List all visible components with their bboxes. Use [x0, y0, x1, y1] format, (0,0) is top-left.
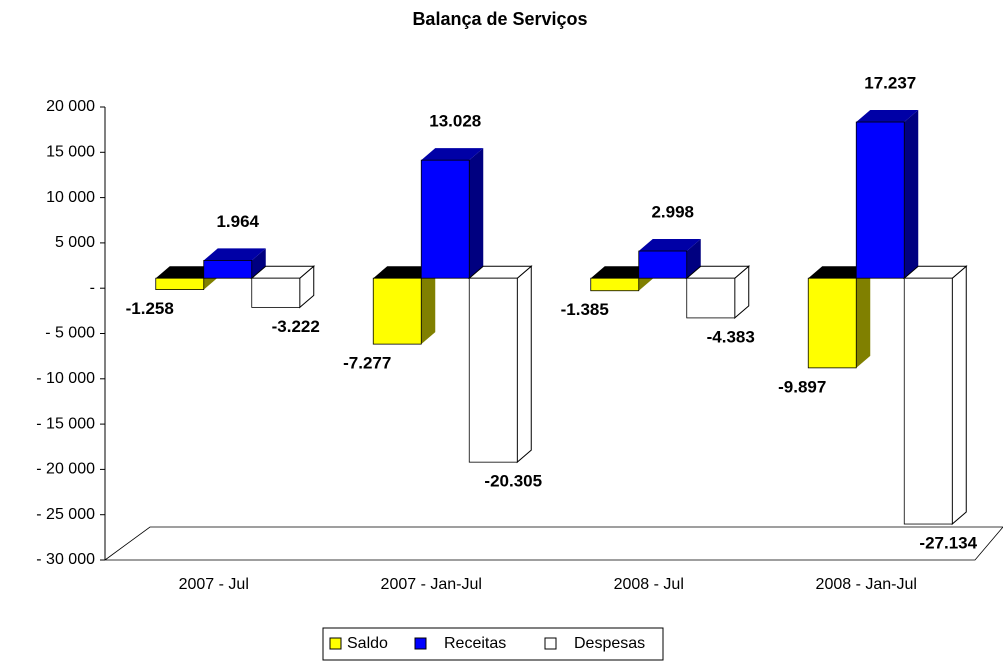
bar-side — [421, 266, 436, 345]
y-tick-label: - — [90, 279, 95, 296]
y-tick-label: - 30 000 — [36, 551, 95, 568]
legend-label: Receitas — [444, 635, 506, 652]
bar-top — [590, 266, 653, 279]
bar-side — [251, 248, 266, 279]
value-label: -1.258 — [126, 299, 174, 318]
legend-swatch — [414, 637, 427, 650]
bar — [251, 277, 301, 308]
bar-top — [373, 266, 436, 279]
bar — [203, 260, 253, 279]
legend-label: Saldo — [347, 635, 388, 652]
bar — [420, 159, 470, 279]
x-tick-label: 2007 - Jan-Jul — [381, 576, 482, 593]
y-tick-label: 5 000 — [55, 234, 95, 251]
bar — [590, 277, 640, 292]
floor — [103, 526, 1003, 561]
value-label: 17.237 — [864, 74, 916, 93]
bar — [855, 121, 905, 279]
value-label: 13.028 — [429, 112, 481, 131]
bar-side — [516, 265, 532, 464]
y-tick-label: 15 000 — [46, 144, 95, 161]
bar-top — [155, 266, 218, 279]
bar-top — [421, 148, 484, 161]
bar-top — [203, 248, 266, 261]
bar-side — [856, 266, 871, 368]
y-tick-label: - 5 000 — [45, 325, 95, 342]
value-label: -20.305 — [484, 472, 542, 491]
bar — [903, 277, 953, 525]
legend-label: Despesas — [574, 635, 645, 652]
y-tick-label: 10 000 — [46, 189, 95, 206]
y-tick-label: - 10 000 — [36, 370, 95, 387]
bar — [638, 250, 688, 279]
legend-swatch — [329, 637, 342, 650]
bar-side — [686, 239, 701, 279]
y-tick-label: 20 000 — [46, 98, 95, 115]
bar-side — [469, 148, 484, 279]
bar — [468, 277, 518, 463]
value-label: 1.964 — [216, 212, 259, 231]
legend-swatch — [544, 637, 557, 650]
y-tick-label: - 20 000 — [36, 461, 95, 478]
value-label: -1.385 — [561, 300, 609, 319]
bar — [155, 277, 205, 290]
x-tick-label: 2008 - Jan-Jul — [816, 576, 917, 593]
bar-side — [904, 110, 919, 279]
value-label: -9.897 — [778, 377, 826, 396]
value-label: -7.277 — [343, 354, 391, 373]
bar-top — [856, 110, 919, 123]
legend-box — [322, 627, 664, 661]
x-tick-label: 2008 - Jul — [614, 576, 684, 593]
bar-side — [951, 265, 967, 526]
bar-top — [638, 239, 701, 252]
bar-top — [808, 266, 871, 279]
value-label: -27.134 — [919, 534, 977, 553]
value-label: 2.998 — [651, 203, 694, 222]
y-tick-label: - 15 000 — [36, 415, 95, 432]
y-tick-label: - 25 000 — [36, 506, 95, 523]
chart-title: Balança de Serviços — [412, 9, 587, 29]
x-tick-label: 2007 - Jul — [179, 576, 249, 593]
bar — [807, 277, 857, 369]
bar — [686, 277, 736, 319]
value-label: -4.383 — [707, 327, 755, 346]
bar — [372, 277, 422, 345]
value-label: -3.222 — [272, 317, 320, 336]
